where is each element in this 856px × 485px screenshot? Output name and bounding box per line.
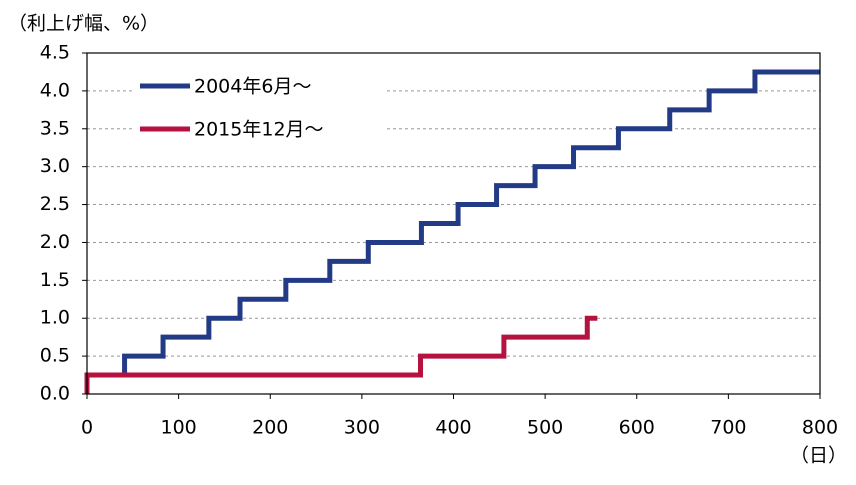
y-tick-label: 3.5 <box>40 117 70 139</box>
x-tick-label: 0 <box>81 417 93 439</box>
x-tick-label: 500 <box>527 417 563 439</box>
y-tick-label: 3.0 <box>40 155 70 177</box>
x-tick-label: 300 <box>344 417 380 439</box>
x-tick-label: 200 <box>252 417 288 439</box>
y-tick-label: 0.5 <box>40 345 70 367</box>
legend-label: 2015年12月～ <box>194 119 324 141</box>
series-line <box>87 69 820 378</box>
y-tick-label: 4.5 <box>40 42 70 64</box>
legend-label: 2004年6月～ <box>194 76 311 98</box>
y-tick-label: 2.0 <box>40 231 70 253</box>
x-tick-label: 800 <box>802 417 838 439</box>
y-tick-label: 4.0 <box>40 79 70 101</box>
x-tick-label: 400 <box>435 417 471 439</box>
y-tick-label: 2.5 <box>40 193 70 215</box>
y-axis-label: （利上げ幅、%） <box>8 13 159 35</box>
x-axis-label: （日） <box>790 445 847 467</box>
y-tick-label: 1.5 <box>40 269 70 291</box>
y-tick-label: 1.0 <box>40 307 70 329</box>
x-tick-label: 700 <box>710 417 746 439</box>
legend-box <box>135 66 385 150</box>
y-tick-label: 0.0 <box>40 383 70 405</box>
series-line <box>84 315 598 394</box>
x-tick-label: 100 <box>160 417 196 439</box>
x-tick-label: 600 <box>619 417 655 439</box>
